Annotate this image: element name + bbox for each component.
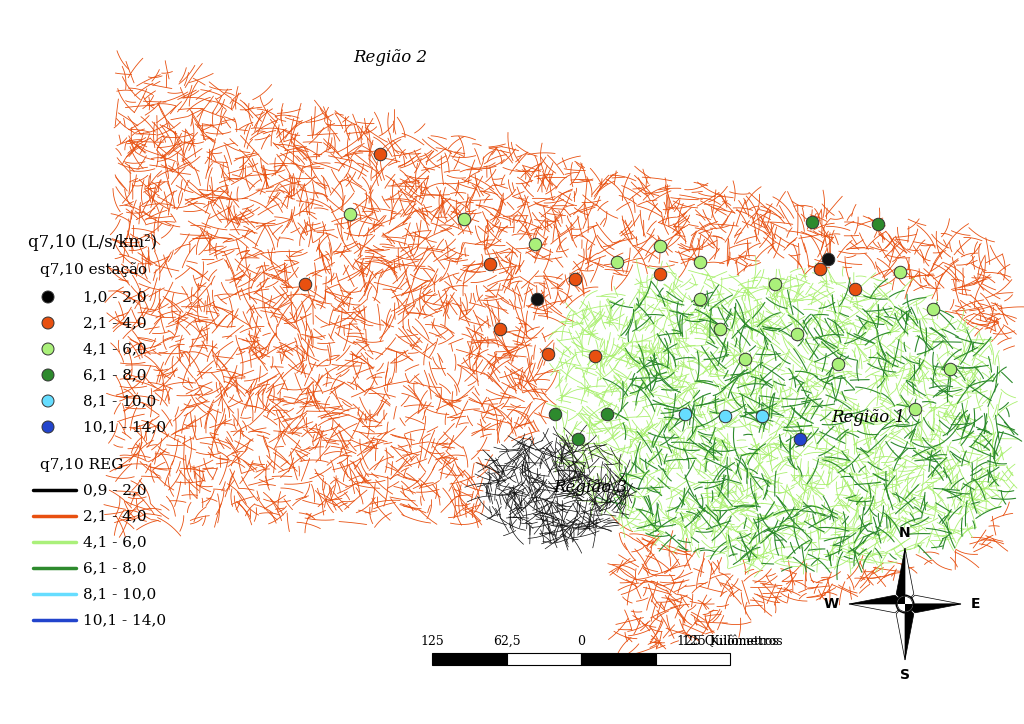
Text: q7,10 REG: q7,10 REG	[40, 458, 124, 472]
Text: Região 3: Região 3	[553, 479, 627, 497]
Text: 6,1 - 8,0: 6,1 - 8,0	[83, 561, 146, 575]
Polygon shape	[905, 595, 961, 604]
Text: 125 Quilômetros: 125 Quilômetros	[677, 635, 782, 648]
Text: 4,1 - 6,0: 4,1 - 6,0	[83, 535, 146, 549]
Polygon shape	[849, 604, 905, 613]
Wedge shape	[897, 597, 905, 604]
Text: S: S	[900, 668, 910, 682]
Text: Região 2: Região 2	[353, 49, 427, 67]
Text: q7,10 (L/s/km²): q7,10 (L/s/km²)	[28, 234, 158, 251]
Text: 125 Kilômetros: 125 Kilômetros	[682, 635, 778, 648]
Text: 0,9 - 2,0: 0,9 - 2,0	[83, 483, 146, 497]
Text: 1,0 - 2,0: 1,0 - 2,0	[83, 290, 146, 304]
Text: 2,1 - 4,0: 2,1 - 4,0	[83, 316, 146, 330]
Circle shape	[42, 421, 54, 433]
Text: 0: 0	[577, 635, 585, 648]
Text: E: E	[971, 597, 981, 611]
Wedge shape	[905, 604, 912, 612]
Text: 62,5: 62,5	[493, 635, 520, 648]
Polygon shape	[849, 595, 905, 604]
Polygon shape	[905, 604, 961, 613]
Text: 8,1 - 10,0: 8,1 - 10,0	[83, 394, 157, 408]
Bar	[507, 653, 581, 665]
Bar	[655, 653, 730, 665]
Text: 4,1 - 6,0: 4,1 - 6,0	[83, 342, 146, 356]
Circle shape	[42, 317, 54, 329]
Text: 6,1 - 8,0: 6,1 - 8,0	[83, 368, 146, 382]
Wedge shape	[897, 604, 905, 612]
Circle shape	[42, 343, 54, 355]
Text: 2,1 - 4,0: 2,1 - 4,0	[83, 509, 146, 523]
Circle shape	[42, 369, 54, 381]
Text: 10,1 - 14,0: 10,1 - 14,0	[83, 420, 166, 434]
Text: 10,1 - 14,0: 10,1 - 14,0	[83, 613, 166, 627]
Text: 8,1 - 10,0: 8,1 - 10,0	[83, 587, 157, 601]
Circle shape	[42, 291, 54, 303]
Text: N: N	[899, 526, 910, 540]
Bar	[432, 653, 507, 665]
Circle shape	[896, 595, 913, 613]
Text: Região 1: Região 1	[830, 410, 905, 426]
Text: W: W	[823, 597, 839, 611]
Polygon shape	[896, 604, 905, 660]
Text: 125: 125	[420, 635, 443, 648]
Polygon shape	[905, 548, 913, 604]
Text: q7,10 estação: q7,10 estação	[40, 262, 147, 277]
Bar	[581, 653, 655, 665]
Circle shape	[42, 395, 54, 407]
Wedge shape	[905, 597, 912, 604]
Polygon shape	[905, 604, 913, 660]
Polygon shape	[896, 548, 905, 604]
